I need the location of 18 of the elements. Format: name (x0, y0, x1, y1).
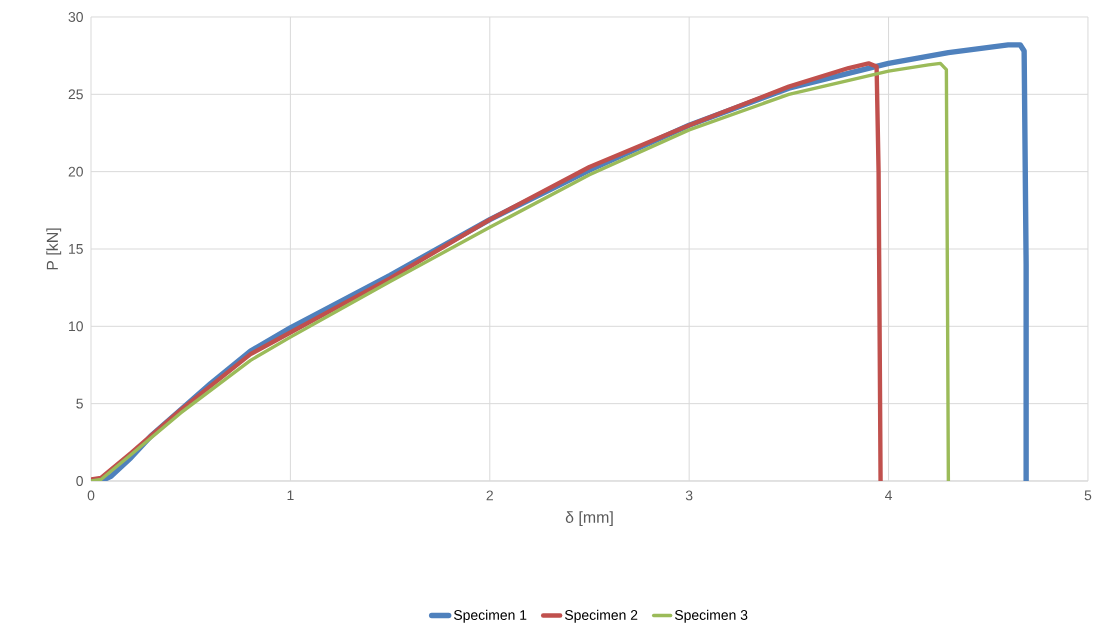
x-tick-label: 3 (685, 490, 693, 501)
x-axis-title: δ [mm] (565, 511, 613, 527)
y-tick-label: 25 (68, 89, 83, 100)
x-tick-label: 2 (486, 490, 493, 501)
legend-label: Specimen 3 (674, 609, 748, 623)
x-tick-label: 4 (884, 490, 893, 501)
x-tick-label: 1 (287, 490, 294, 501)
legend-label: Specimen 2 (564, 609, 638, 623)
x-tick-label: 0 (87, 490, 95, 501)
y-axis-title: P [kN] (46, 228, 62, 270)
y-tick-label: 30 (68, 12, 83, 22)
legend-label: Specimen 1 (454, 609, 527, 623)
y-tick-label: 20 (68, 166, 83, 177)
y-tick-label: 10 (69, 321, 83, 332)
y-tick-label: 0 (76, 476, 83, 486)
x-tick-label: 5 (1084, 490, 1092, 501)
y-tick-label: 15 (69, 244, 83, 254)
y-tick-label: 5 (76, 398, 83, 409)
